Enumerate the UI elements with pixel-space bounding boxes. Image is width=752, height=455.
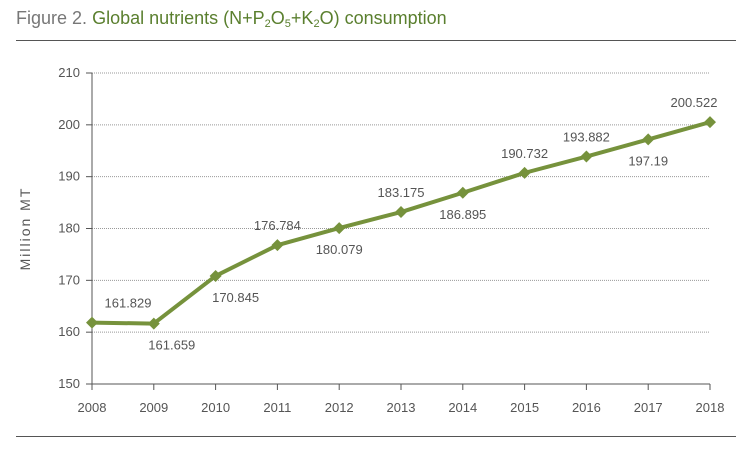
data-label: 186.895: [439, 207, 486, 222]
data-point-marker: [271, 239, 284, 252]
data-label: 200.522: [671, 95, 718, 110]
x-tick-label: 2016: [572, 400, 601, 415]
y-tick-label: 190: [58, 169, 80, 184]
x-tick-label: 2015: [510, 400, 539, 415]
data-label: 161.829: [105, 296, 152, 311]
x-tick-label: 2017: [634, 400, 663, 415]
series-line: [91, 120, 711, 326]
x-tick-label: 2012: [325, 400, 354, 415]
data-label: 176.784: [254, 218, 301, 233]
y-tick-label: 200: [58, 117, 80, 132]
chart-title: Figure 2. Global nutrients (N+P2O5+K2O) …: [16, 8, 447, 30]
data-point-marker: [642, 133, 655, 146]
bottom-rule: [16, 436, 736, 437]
x-tick-label: 2011: [263, 400, 291, 415]
data-point-marker: [333, 222, 346, 235]
data-label: 197.19: [628, 153, 668, 168]
data-label: 193.882: [563, 130, 610, 145]
x-tick-label: 2013: [387, 400, 416, 415]
y-tick-label: 170: [58, 272, 80, 287]
data-label: 161.659: [148, 338, 195, 353]
data-label: 190.732: [501, 146, 548, 161]
data-label: 170.845: [212, 290, 259, 305]
title-text: Global nutrients (N+P2O5+K2O) consumptio…: [92, 8, 447, 30]
x-tick-label: 2009: [139, 400, 168, 415]
data-point-marker: [395, 206, 407, 219]
y-tick-label: 150: [58, 376, 80, 391]
data-point-marker: [456, 186, 469, 199]
data-point-marker: [518, 166, 531, 179]
data-point-marker: [580, 150, 593, 163]
data-point-marker: [147, 317, 160, 330]
figure-number: Figure 2.: [16, 8, 88, 28]
y-tick-label: 210: [58, 65, 80, 80]
x-tick-label: 2018: [696, 400, 725, 415]
data-point-marker: [209, 269, 222, 282]
data-label: 180.079: [316, 242, 363, 257]
y-axis-title: Million MT: [17, 187, 33, 271]
x-tick-label: 2014: [448, 400, 477, 415]
x-tick-label: 2008: [78, 400, 107, 415]
data-point-marker: [86, 316, 98, 329]
data-point-marker: [704, 116, 716, 129]
data-label: 183.175: [378, 185, 425, 200]
top-rule: [16, 40, 736, 41]
y-tick-label: 180: [58, 221, 80, 236]
y-tick-label: 160: [58, 324, 80, 339]
x-tick-label: 2010: [201, 400, 230, 415]
